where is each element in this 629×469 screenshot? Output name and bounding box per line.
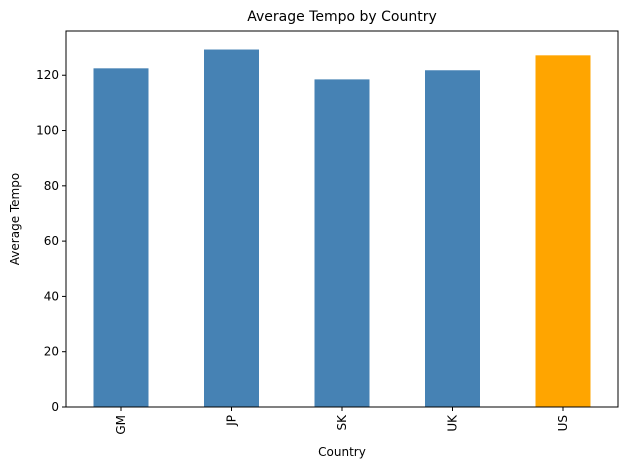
y-tick-label: 0 (51, 400, 59, 414)
x-tick-label: SK (335, 414, 349, 431)
bars-group (93, 49, 591, 408)
plot-frame (65, 30, 619, 408)
x-tick-label: GM (114, 415, 128, 435)
bar-jp (204, 49, 259, 407)
y-axis-ticks: 0 20 40 60 80 100 120 (36, 68, 66, 414)
bar-uk (425, 70, 480, 408)
y-axis-label: Average Tempo (8, 173, 22, 265)
bar-sk (314, 79, 370, 407)
y-tick-label: 60 (44, 234, 59, 248)
y-tick-label: 100 (36, 124, 59, 138)
bar-us (535, 55, 591, 408)
y-tick-label: 80 (44, 179, 59, 193)
x-tick-label: JP (225, 415, 239, 427)
x-tick-label: UK (446, 414, 460, 432)
x-axis-label: Country (318, 445, 366, 459)
y-tick-label: 40 (44, 289, 59, 303)
y-tick-label: 120 (36, 68, 59, 82)
x-tick-label: US (556, 415, 570, 431)
y-tick-label: 20 (44, 345, 59, 359)
x-axis-ticks: GM JP SK UK US (114, 407, 570, 435)
chart-title: Average Tempo by Country (247, 9, 437, 25)
bar-gm (93, 68, 149, 407)
